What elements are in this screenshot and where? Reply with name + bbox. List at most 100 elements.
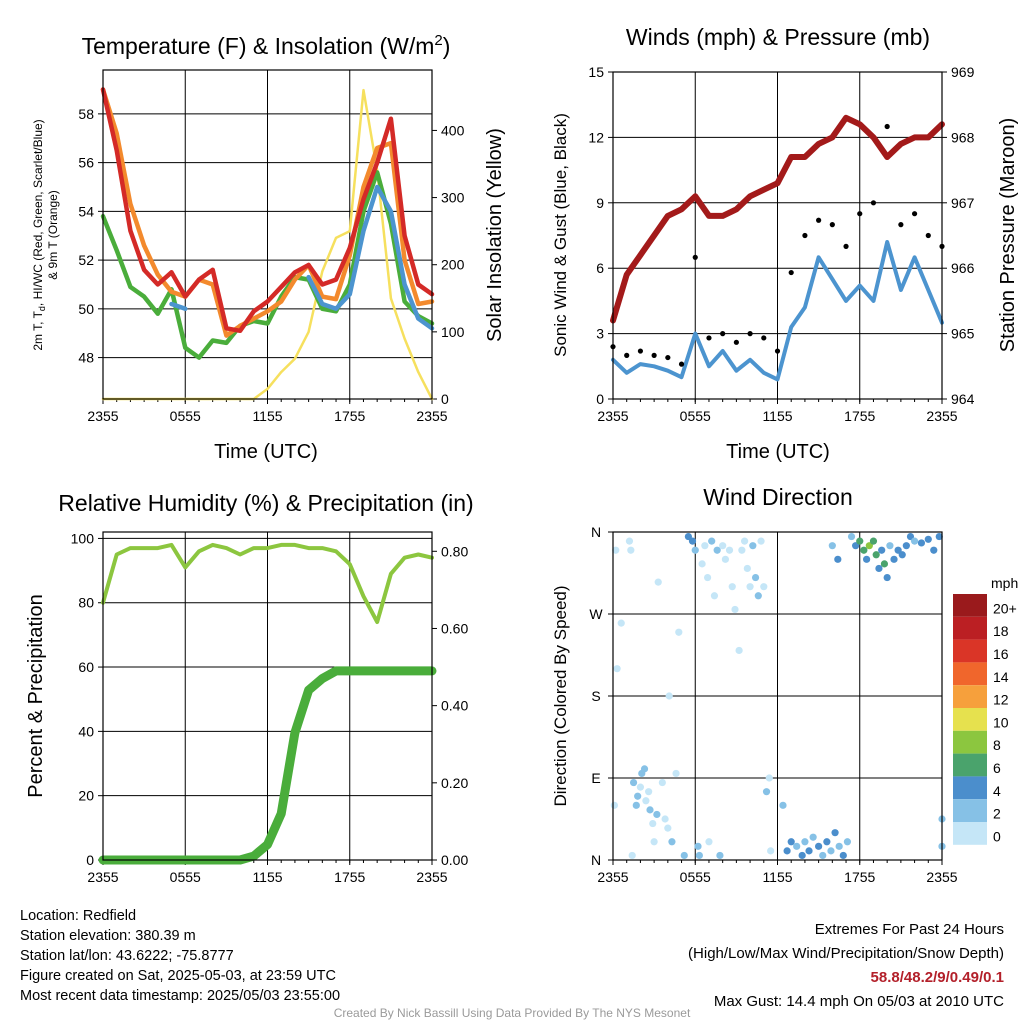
temperature-series-line xyxy=(100,170,435,360)
y-tick-label: N xyxy=(591,852,601,868)
legend-label: 14 xyxy=(993,669,1009,685)
y2-tick-label: 969 xyxy=(951,64,975,80)
y-tick-label: 58 xyxy=(78,106,94,122)
wind-direction-point xyxy=(762,788,771,796)
gust-point xyxy=(911,211,918,217)
legend-swatch xyxy=(953,639,987,663)
station-pressure-line xyxy=(610,114,945,324)
x-tick-label: 1755 xyxy=(334,869,365,885)
legend-label: 16 xyxy=(993,646,1009,662)
gust-point xyxy=(665,354,671,361)
wind-direction-point xyxy=(831,829,839,837)
wind-direction-point xyxy=(658,778,666,787)
panel-direction: 2355 0555 1155 1755 2355NESWN20+181614121086… xyxy=(589,524,1016,885)
wind-direction-point xyxy=(653,810,661,819)
station-info: Location: Redfield Station elevation: 38… xyxy=(20,906,340,1006)
y-tick-label: 12 xyxy=(588,129,604,145)
x-tick-label: 0555 xyxy=(170,408,201,424)
x-tick-label: 2355 xyxy=(597,869,628,885)
legend-swatch xyxy=(953,594,987,617)
x-tick-label: 2355 xyxy=(87,408,118,424)
wind-direction-point xyxy=(917,539,926,547)
wind-direction-point xyxy=(691,546,699,554)
legend-swatch xyxy=(953,799,987,822)
y2-tick-label: 400 xyxy=(441,122,465,138)
wind-direction-point xyxy=(703,573,712,582)
y-tick-label: 15 xyxy=(588,64,604,80)
winds-panel-title: Winds (mph) & Pressure (mb) xyxy=(626,24,930,50)
wind-direction-point xyxy=(713,546,721,554)
relative-humidity-line xyxy=(101,542,434,624)
panel-humidity: 2355 0555 1155 1755 23550204060801000.000.20… xyxy=(71,530,469,885)
y2-tick-label: 964 xyxy=(951,391,975,407)
legend-label: 8 xyxy=(993,737,1001,753)
wind-direction-point xyxy=(701,542,709,550)
y-tick-label: 56 xyxy=(78,155,94,171)
station-latlon: Station lat/lon: 43.6222; -75.8777 xyxy=(20,948,234,964)
wind-direction-point xyxy=(634,792,642,800)
legend-label: 12 xyxy=(993,692,1009,708)
legend-label: 2 xyxy=(993,806,1001,822)
wind-direction-point xyxy=(694,842,702,850)
wind-direction-point xyxy=(883,573,891,582)
wind-direction-point xyxy=(741,537,749,545)
wind-direction-point xyxy=(728,583,736,591)
sonic-wind-line xyxy=(611,240,944,382)
gust-point xyxy=(747,331,753,337)
temperature-series-line xyxy=(100,87,435,334)
x-tick-label: 2355 xyxy=(597,408,628,424)
wind-direction-point xyxy=(675,628,683,636)
plot-border xyxy=(612,71,943,400)
wind-direction-point xyxy=(869,537,878,545)
wind-direction-point xyxy=(708,537,716,545)
wind-direction-point xyxy=(835,842,843,850)
gust-point xyxy=(829,222,835,228)
gust-point xyxy=(925,232,931,239)
wind-direction-point xyxy=(646,806,654,814)
y-tick-label: 40 xyxy=(78,723,94,739)
winds-right-axis-label: Station Pressure (Maroon) xyxy=(997,118,1019,353)
legend-label: 6 xyxy=(993,760,1001,776)
extremes-info: Extremes For Past 24 Hours (High/Low/Max… xyxy=(688,918,1004,1014)
gust-point xyxy=(774,348,781,354)
wind-direction-point xyxy=(751,573,760,582)
gust-point xyxy=(898,222,904,228)
wind-direction-point xyxy=(765,774,773,782)
x-tick-label: 1155 xyxy=(252,869,282,885)
y-tick-label: 50 xyxy=(78,301,94,317)
wind-direction-point xyxy=(801,838,809,846)
temperature-series-line xyxy=(169,184,435,331)
winds-left-axis-label: Sonic Wind & Gust (Blue, Black) xyxy=(551,113,570,357)
station-location: Location: Redfield xyxy=(20,908,137,924)
wind-direction-point xyxy=(783,847,791,855)
y2-tick-label: 966 xyxy=(951,260,975,276)
wind-direction-point xyxy=(779,801,787,809)
y2-tick-label: 0.00 xyxy=(441,852,468,868)
wind-direction-point xyxy=(847,532,856,541)
extremes-values: 58.8/48.2/9/0.49/0.1 xyxy=(870,969,1004,986)
wind-direction-point xyxy=(834,555,842,563)
wind-direction-point xyxy=(650,838,658,846)
legend-swatch xyxy=(953,685,987,708)
y-tick-label: S xyxy=(591,688,600,704)
gust-point xyxy=(884,123,890,130)
y-tick-label: 60 xyxy=(78,659,94,675)
plot-border xyxy=(612,531,943,861)
wind-direction-point xyxy=(725,546,734,554)
wind-direction-point xyxy=(815,842,823,850)
y2-tick-label: 968 xyxy=(951,129,975,145)
station-elevation: Station elevation: 380.39 m xyxy=(20,928,196,944)
y2-tick-label: 0.20 xyxy=(441,775,468,791)
gust-point xyxy=(637,348,644,354)
x-tick-label: 2355 xyxy=(926,408,957,424)
x-tick-label: 2355 xyxy=(416,408,447,424)
gust-point xyxy=(870,200,877,206)
y-tick-label: 3 xyxy=(596,326,604,342)
legend-swatch xyxy=(953,822,987,845)
wind-direction-point xyxy=(760,583,768,591)
wind-direction-point xyxy=(661,815,669,823)
wind-direction-point xyxy=(787,838,795,846)
y-tick-label: E xyxy=(591,770,600,786)
wind-direction-point xyxy=(743,564,751,573)
wind-direction-point xyxy=(645,788,653,796)
